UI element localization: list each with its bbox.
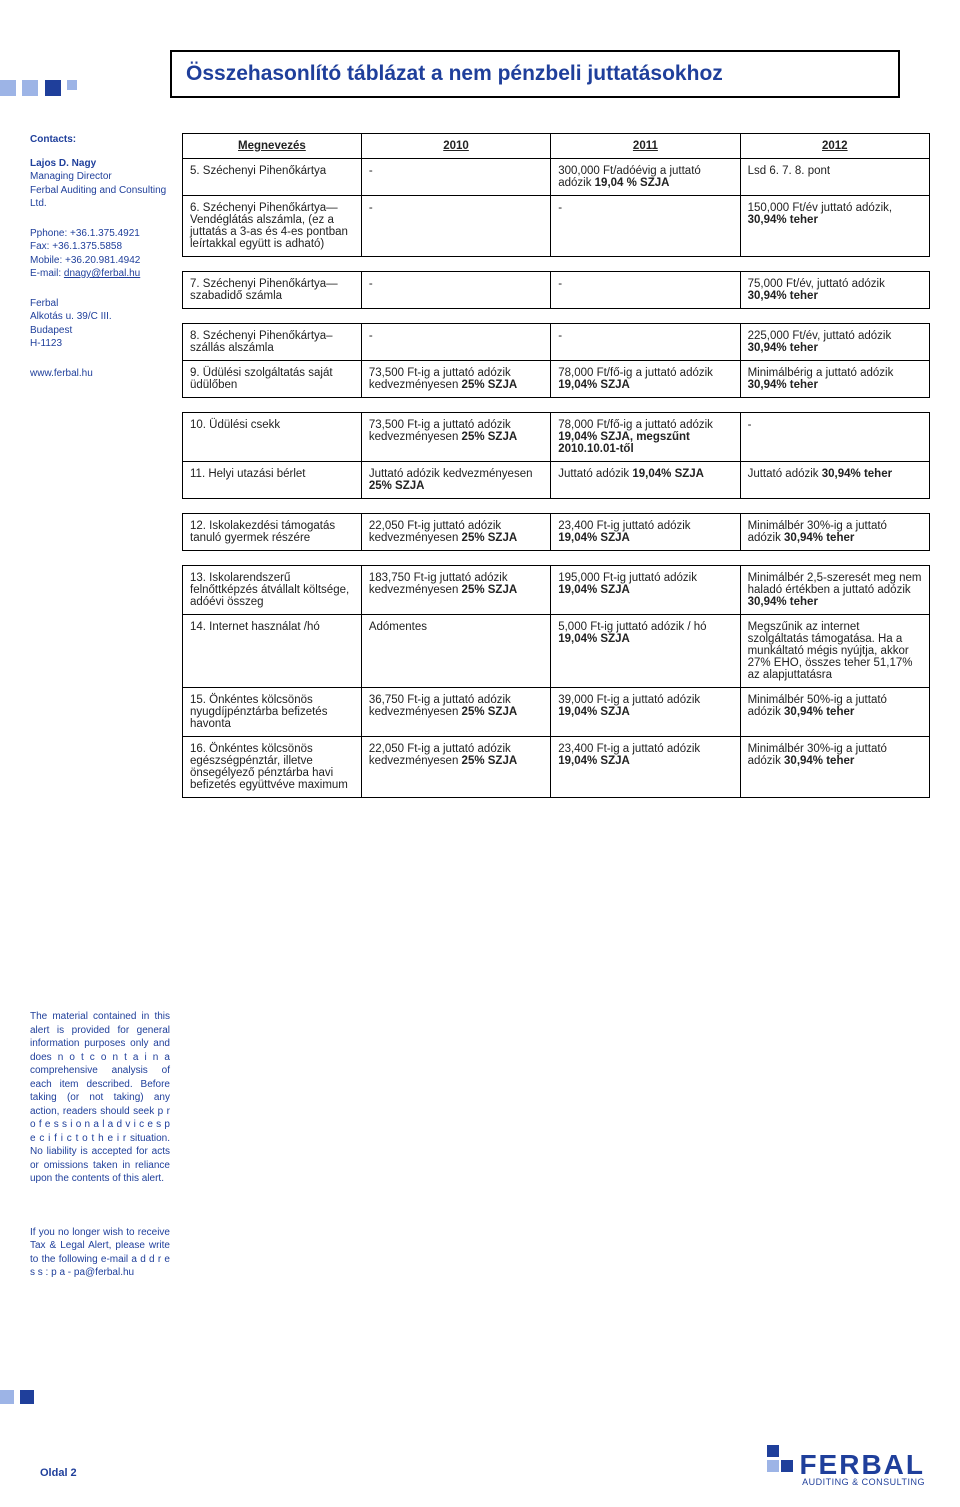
logo-subtitle: AUDITING & CONSULTING: [767, 1477, 925, 1487]
unsubscribe-note: If you no longer wish to receive Tax & L…: [30, 1226, 170, 1280]
table-row: 12. Iskolakezdési támogatás tanuló gyerm…: [183, 514, 930, 551]
col-header-name: Megnevezés: [183, 134, 362, 159]
cell-2011: Juttató adózik 19,04% SZJA: [551, 462, 740, 499]
addr-street: Alkotás u. 39/C III.: [30, 310, 170, 324]
contact-mobile: Mobile: +36.20.981.4942: [30, 254, 170, 268]
contact-role-1: Managing Director: [30, 170, 170, 184]
cell-2012: Minimálbér 30%-ig a juttató adózik 30,94…: [740, 514, 929, 551]
cell-2011: 78,000 Ft/fő-ig a juttató adózik 19,04% …: [551, 413, 740, 462]
table-row: 5. Széchenyi Pihenőkártya-300,000 Ft/adó…: [183, 159, 930, 196]
cell-2010: 73,500 Ft-ig a juttató adózik kedvezmény…: [361, 361, 550, 398]
cell-2011: -: [551, 196, 740, 257]
contact-fax: Fax: +36.1.375.5858: [30, 240, 170, 254]
comparison-table-group: 7. Széchenyi Pihenőkártya— szabadidő szá…: [182, 271, 930, 309]
cell-2012: Lsd 6. 7. 8. pont: [740, 159, 929, 196]
cell-2011: 39,000 Ft-ig a juttató adózik 19,04% SZJ…: [551, 688, 740, 737]
contact-email-link[interactable]: dnagy@ferbal.hu: [64, 268, 140, 279]
cell-2010: -: [361, 159, 550, 196]
page-number: Oldal 2: [40, 1467, 77, 1479]
cell-2010: Juttató adózik kedvezményesen 25% SZJA: [361, 462, 550, 499]
cell-2011: 5,000 Ft-ig juttató adózik / hó 19,04% S…: [551, 615, 740, 688]
cell-2011: 23,400 Ft-ig juttató adózik 19,04% SZJA: [551, 514, 740, 551]
cell-name: 16. Önkéntes kölcsönös egészségpénztár, …: [183, 737, 362, 798]
contact-name: Lajos D. Nagy: [30, 157, 170, 171]
addr-company: Ferbal: [30, 297, 170, 311]
cell-2011: -: [551, 272, 740, 309]
cell-2012: Minimálbér 2,5-szeresét meg nem haladó é…: [740, 566, 929, 615]
cell-name: 6. Széchenyi Pihenőkártya— Vendéglátás a…: [183, 196, 362, 257]
cell-name: 11. Helyi utazási bérlet: [183, 462, 362, 499]
table-row: 6. Széchenyi Pihenőkártya— Vendéglátás a…: [183, 196, 930, 257]
cell-2012: -: [740, 413, 929, 462]
table-row: 10. Üdülési csekk73,500 Ft-ig a juttató …: [183, 413, 930, 462]
contact-role-2: Ferbal Auditing and Consulting Ltd.: [30, 184, 170, 211]
cell-2012: Megszűnik az internet szolgáltatás támog…: [740, 615, 929, 688]
table-row: 15. Önkéntes kölcsönös nyugdíjpénztárba …: [183, 688, 930, 737]
cell-name: 9. Üdülési szolgáltatás saját üdülőben: [183, 361, 362, 398]
table-row: 11. Helyi utazási bérletJuttató adózik k…: [183, 462, 930, 499]
cell-2012: 225,000 Ft/év, juttató adózik 30,94% teh…: [740, 324, 929, 361]
comparison-table-group: 8. Széchenyi Pihenőkártya– szállás alszá…: [182, 323, 930, 398]
contact-email-line: E-mail: dnagy@ferbal.hu: [30, 267, 170, 281]
cell-name: 14. Internet használat /hó: [183, 615, 362, 688]
cell-2011: 23,400 Ft-ig a juttató adózik 19,04% SZJ…: [551, 737, 740, 798]
cell-name: 13. Iskolarendszerű felnőttképzés átváll…: [183, 566, 362, 615]
cell-name: 5. Széchenyi Pihenőkártya: [183, 159, 362, 196]
cell-2010: 73,500 Ft-ig a juttató adózik kedvezmény…: [361, 413, 550, 462]
website: www.ferbal.hu: [30, 367, 170, 381]
logo-mark: [767, 1445, 793, 1477]
cell-2010: 183,750 Ft-ig juttató adózik kedvezménye…: [361, 566, 550, 615]
contact-phone: Pphone: +36.1.375.4921: [30, 227, 170, 241]
cell-2010: -: [361, 324, 550, 361]
cell-2012: Juttató adózik 30,94% teher: [740, 462, 929, 499]
cell-2010: -: [361, 272, 550, 309]
logo: FERBAL AUDITING & CONSULTING: [767, 1445, 925, 1487]
cell-2010: 36,750 Ft-ig a juttató adózik kedvezmény…: [361, 688, 550, 737]
cell-name: 8. Széchenyi Pihenőkártya– szállás alszá…: [183, 324, 362, 361]
cell-2012: Minimálbér 30%-ig a juttató adózik 30,94…: [740, 737, 929, 798]
cell-2011: 78,000 Ft/fő-ig a juttató adózik 19,04% …: [551, 361, 740, 398]
table-row: 16. Önkéntes kölcsönös egészségpénztár, …: [183, 737, 930, 798]
main-content: Megnevezés2010201120125. Széchenyi Pihen…: [182, 133, 930, 1280]
title-box: Összehasonlító táblázat a nem pénzbeli j…: [170, 50, 900, 98]
cell-name: 10. Üdülési csekk: [183, 413, 362, 462]
cell-2011: -: [551, 324, 740, 361]
contacts-heading: Contacts:: [30, 133, 170, 147]
col-header-2010: 2010: [361, 134, 550, 159]
table-row: 9. Üdülési szolgáltatás saját üdülőben73…: [183, 361, 930, 398]
cell-2010: 22,050 Ft-ig a juttató adózik kedvezmény…: [361, 737, 550, 798]
decor-top-squares: [0, 80, 77, 101]
contact-email-label: E-mail:: [30, 268, 64, 279]
addr-city: Budapest: [30, 324, 170, 338]
table-row: 13. Iskolarendszerű felnőttképzés átváll…: [183, 566, 930, 615]
col-header-2011: 2011: [551, 134, 740, 159]
cell-2012: 75,000 Ft/év, juttató adózik 30,94% tehe…: [740, 272, 929, 309]
comparison-table-group: 12. Iskolakezdési támogatás tanuló gyerm…: [182, 513, 930, 551]
cell-2012: Minimálbér 50%-ig a juttató adózik 30,94…: [740, 688, 929, 737]
cell-2010: -: [361, 196, 550, 257]
comparison-table-group: 13. Iskolarendszerű felnőttképzés átváll…: [182, 565, 930, 798]
cell-2011: 300,000 Ft/adóévig a juttató adózik 19,0…: [551, 159, 740, 196]
table-row: 7. Széchenyi Pihenőkártya— szabadidő szá…: [183, 272, 930, 309]
addr-zip: H-1123: [30, 337, 170, 351]
cell-2012: Minimálbérig a juttató adózik 30,94% teh…: [740, 361, 929, 398]
cell-name: 12. Iskolakezdési támogatás tanuló gyerm…: [183, 514, 362, 551]
decor-left-squares: [0, 1390, 34, 1409]
cell-2010: 22,050 Ft-ig juttató adózik kedvezményes…: [361, 514, 550, 551]
cell-2010: Adómentes: [361, 615, 550, 688]
logo-text: FERBAL: [799, 1452, 925, 1477]
sidebar: Contacts: Lajos D. Nagy Managing Directo…: [30, 133, 170, 1280]
cell-2011: 195,000 Ft-ig juttató adózik 19,04% SZJA: [551, 566, 740, 615]
cell-name: 7. Széchenyi Pihenőkártya— szabadidő szá…: [183, 272, 362, 309]
page-title: Összehasonlító táblázat a nem pénzbeli j…: [186, 62, 884, 86]
table-row: 8. Széchenyi Pihenőkártya– szállás alszá…: [183, 324, 930, 361]
cell-2012: 150,000 Ft/év juttató adózik, 30,94% teh…: [740, 196, 929, 257]
col-header-2012: 2012: [740, 134, 929, 159]
cell-name: 15. Önkéntes kölcsönös nyugdíjpénztárba …: [183, 688, 362, 737]
table-row: 14. Internet használat /hóAdómentes5,000…: [183, 615, 930, 688]
legal-disclaimer: The material contained in this alert is …: [30, 1010, 170, 1186]
comparison-table-group: Megnevezés2010201120125. Széchenyi Pihen…: [182, 133, 930, 257]
comparison-table-group: 10. Üdülési csekk73,500 Ft-ig a juttató …: [182, 412, 930, 499]
